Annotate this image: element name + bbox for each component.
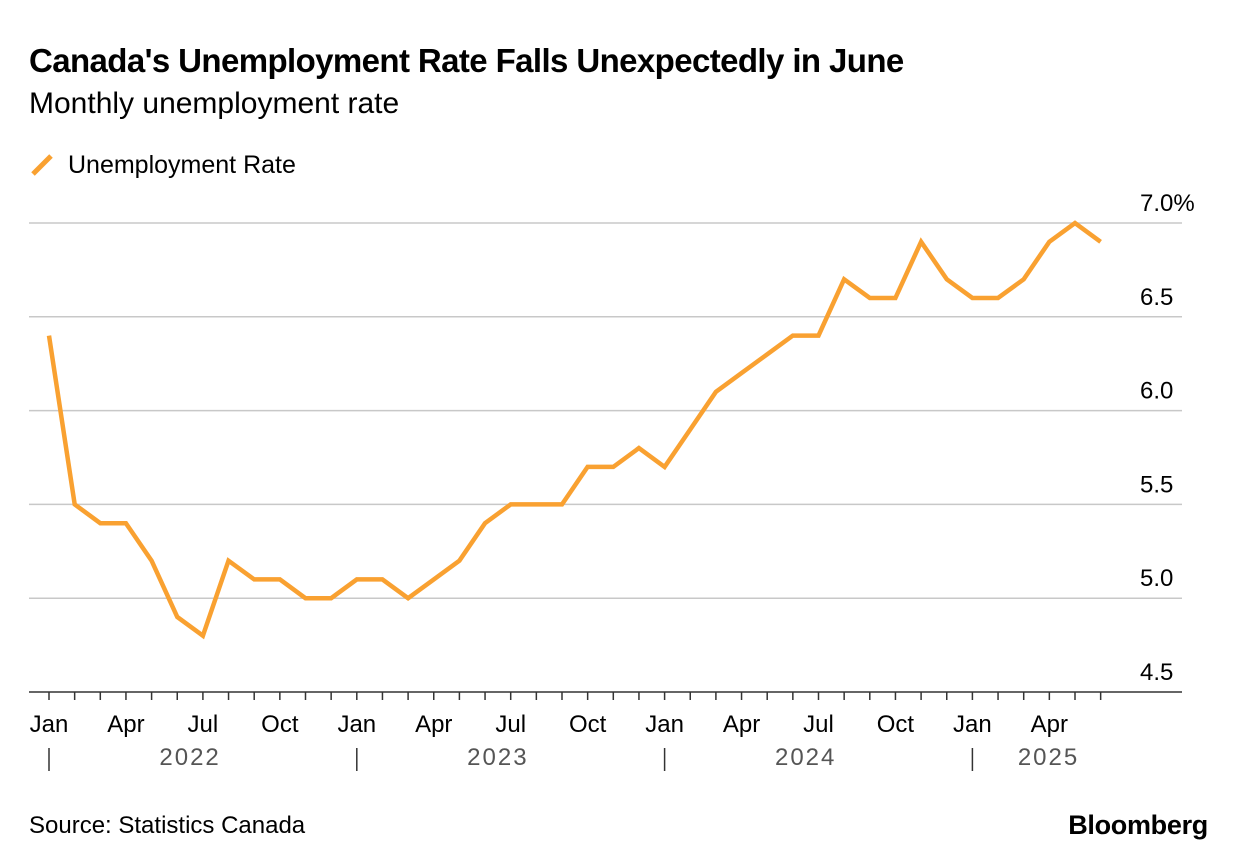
data-point (227, 559, 231, 563)
data-point (534, 502, 538, 506)
chart-subtitle: Monthly unemployment rate (29, 87, 400, 120)
x-month-label: Oct (877, 711, 915, 738)
data-point (868, 296, 872, 300)
chart-title: Canada's Unemployment Rate Falls Unexpec… (29, 42, 904, 79)
series-line (46, 220, 1102, 640)
legend: Unemployment Rate (29, 148, 296, 182)
data-point (1047, 240, 1051, 244)
data-point (791, 334, 795, 338)
data-point (380, 577, 384, 581)
data-point (893, 296, 897, 300)
data-point (611, 465, 615, 469)
data-point (98, 521, 102, 525)
x-year-label: 2024 (775, 744, 836, 771)
data-point (637, 446, 641, 450)
x-month-label: Jul (803, 711, 834, 738)
bloomberg-logo: Bloomberg (1068, 810, 1208, 840)
data-point (945, 277, 949, 281)
data-point (355, 577, 359, 581)
x-month-label: Jan (30, 711, 69, 738)
data-point (252, 577, 256, 581)
y-tick-label: 7.0% (1140, 190, 1195, 217)
data-point (124, 521, 128, 525)
data-point (329, 596, 333, 600)
data-point (1022, 277, 1026, 281)
x-year-label: 2022 (159, 744, 220, 771)
legend-label: Unemployment Rate (68, 150, 296, 179)
data-point (1073, 221, 1077, 225)
legend-swatch-icon (31, 154, 53, 176)
data-point (509, 502, 513, 506)
data-point (432, 577, 436, 581)
x-month-label: Jan (337, 711, 376, 738)
x-month-label: Apr (723, 711, 760, 738)
x-month-label: Apr (107, 711, 144, 738)
x-month-label: Jan (645, 711, 684, 738)
data-point (73, 502, 77, 506)
y-tick-label: 6.5 (1140, 284, 1173, 311)
x-month-label: Oct (261, 711, 299, 738)
data-point (765, 352, 769, 356)
data-point (817, 334, 821, 338)
x-month-label: Jul (188, 711, 219, 738)
data-point (688, 427, 692, 431)
x-month-label: Apr (1031, 711, 1068, 738)
data-point (150, 559, 154, 563)
data-point (278, 577, 282, 581)
y-tick-label: 5.5 (1140, 471, 1173, 498)
data-point (586, 465, 590, 469)
x-month-label: Jul (495, 711, 526, 738)
data-point (406, 596, 410, 600)
x-month-label: Apr (415, 711, 452, 738)
data-point (740, 371, 744, 375)
data-point (483, 521, 487, 525)
data-point (47, 334, 51, 338)
data-point (175, 615, 179, 619)
data-point (970, 296, 974, 300)
y-tick-label: 5.0 (1140, 565, 1173, 592)
x-year-label: 2025 (1018, 744, 1079, 771)
x-month-label: Jan (953, 711, 992, 738)
data-point (919, 240, 923, 244)
data-point (201, 634, 205, 638)
data-point (663, 465, 667, 469)
y-tick-label: 4.5 (1140, 659, 1173, 686)
x-year-label: 2023 (467, 744, 528, 771)
data-point (714, 390, 718, 394)
data-point (457, 559, 461, 563)
x-month-label: Oct (569, 711, 607, 738)
source-note: Source: Statistics Canada (29, 812, 306, 839)
data-point (1099, 240, 1103, 244)
y-tick-label: 6.0 (1140, 378, 1173, 405)
data-point (304, 596, 308, 600)
data-point (996, 296, 1000, 300)
data-point (560, 502, 564, 506)
data-point (842, 277, 846, 281)
